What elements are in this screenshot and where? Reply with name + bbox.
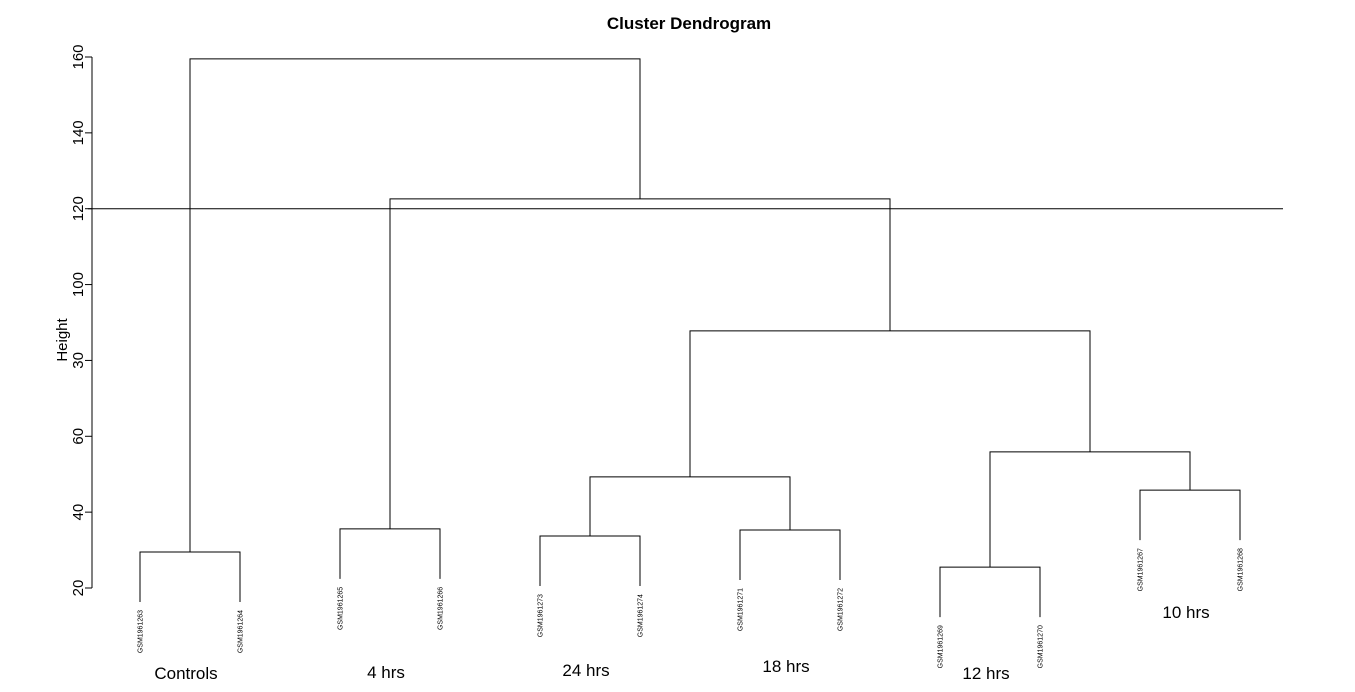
y-tick-label: 60 [70, 428, 87, 445]
dendrogram-branch [989, 451, 1191, 568]
dendrogram-branch [689, 330, 1091, 477]
dendrogram-branch [189, 58, 641, 552]
y-tick-label: 100 [70, 272, 87, 297]
group-label: 12 hrs [962, 664, 1009, 683]
dendrogram-branch [539, 535, 641, 587]
y-tick-label: 140 [70, 120, 87, 145]
dendrogram-branch [339, 528, 441, 579]
chart-title: Cluster Dendrogram [607, 14, 771, 33]
leaf-label: GSM1961271 [738, 588, 745, 631]
y-tick-label: 20 [70, 580, 87, 597]
group-label: 24 hrs [562, 661, 609, 680]
group-label: Controls [154, 664, 217, 683]
dendrogram-branch [739, 529, 841, 580]
dendrogram-branch [1139, 489, 1241, 541]
group-label: 18 hrs [762, 657, 809, 676]
dendrogram-branch [589, 476, 791, 537]
leaf-label: GSM1961266 [438, 587, 445, 630]
leaf-label: GSM1961270 [1038, 625, 1045, 668]
leaf-label: GSM1961274 [638, 594, 645, 637]
leaf-label: GSM1961265 [338, 587, 345, 630]
group-label: 10 hrs [1162, 603, 1209, 622]
y-axis-label: Height [54, 317, 71, 361]
leaf-label: GSM1961264 [238, 610, 245, 653]
y-tick-label: 40 [70, 504, 87, 521]
leaf-label: GSM1961273 [538, 594, 545, 637]
y-tick-label: 160 [70, 44, 87, 69]
group-label: 4 hrs [367, 663, 405, 682]
leaf-label: GSM1961267 [1138, 548, 1145, 591]
leaf-label: GSM1961263 [138, 610, 145, 653]
leaf-label: GSM1961272 [838, 588, 845, 631]
dendrogram-branch [389, 198, 891, 529]
leaf-label: GSM1961268 [1238, 548, 1245, 591]
y-tick-label: 30 [70, 352, 87, 369]
dendrogram-branch [939, 566, 1041, 618]
leaf-label: GSM1961269 [938, 625, 945, 668]
dendrogram-branch [139, 551, 241, 602]
y-tick-label: 120 [70, 196, 87, 221]
